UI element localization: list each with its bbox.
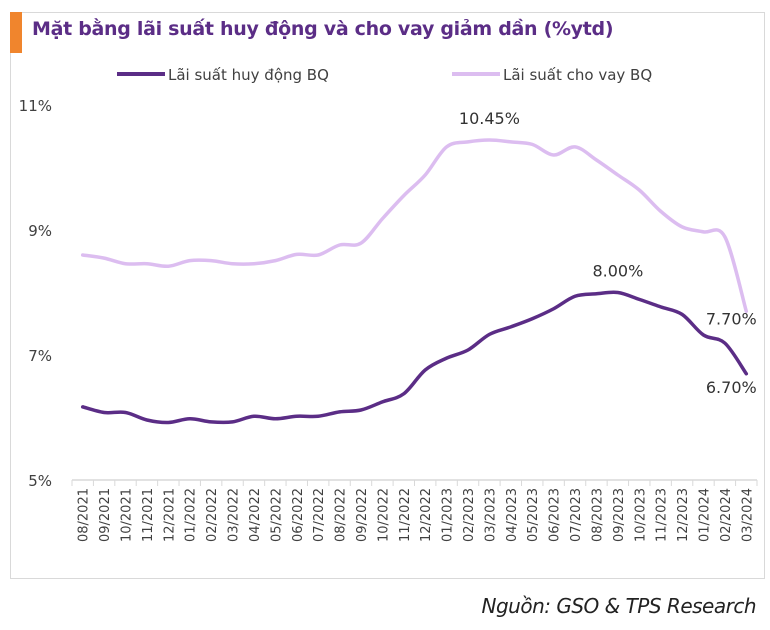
chart-title: Mặt bằng lãi suất huy động và cho vay gi… [32,18,614,40]
x-tick-label: 02/2023 [462,488,477,542]
x-tick-label: 09/2023 [612,488,627,542]
x-tick-label: 05/2022 [269,488,284,542]
x-tick-label: 01/2022 [184,488,199,542]
x-tick-label: 10/2021 [120,488,135,542]
x-tick-label: 05/2023 [526,488,541,542]
x-tick-label: 07/2023 [569,488,584,542]
y-tick-label: 5% [28,472,52,490]
x-tick-label: 03/2022 [227,488,242,542]
x-tick-label: 08/2022 [334,488,349,542]
legend-label-lending: Lãi suất cho vay BQ [503,66,652,84]
x-tick-label: 02/2022 [205,488,220,542]
x-tick-label: 03/2024 [740,488,755,542]
x-tick-label: 06/2023 [548,488,563,542]
data-label: 10.45% [459,109,520,128]
x-tick-label: 04/2023 [505,488,520,542]
y-tick-label: 9% [28,222,52,240]
y-tick-label: 7% [28,347,52,365]
x-tick-label: 02/2024 [719,488,734,542]
x-tick-label: 10/2022 [376,488,391,542]
x-tick-label: 06/2022 [291,488,306,542]
x-tick-label: 12/2021 [162,488,177,542]
data-label: 8.00% [592,262,643,281]
x-tick-label: 10/2023 [633,488,648,542]
x-tick-label: 09/2021 [98,488,113,542]
x-tick-label: 09/2022 [355,488,370,542]
x-tick-label: 11/2021 [141,488,156,542]
x-tick-label: 08/2023 [590,488,605,542]
accent-bar [10,12,22,53]
x-tick-label: 11/2022 [398,488,413,542]
x-tick-label: 07/2022 [312,488,327,542]
x-tick-label: 03/2023 [483,488,498,542]
chart-frame [10,12,765,579]
source-note: Nguồn: GSO & TPS Research [481,594,757,618]
series-line-lending [80,138,749,313]
y-tick-label: 11% [19,97,52,115]
x-tick-label: 08/2021 [77,488,92,542]
x-tick-label: 01/2024 [697,488,712,542]
x-tick-label: 12/2022 [419,488,434,542]
data-label: 6.70% [706,378,757,397]
series-line-deposit [80,290,749,425]
data-label: 7.70% [706,309,757,328]
legend-label-deposit: Lãi suất huy động BQ [168,66,329,84]
x-tick-label: 01/2023 [441,488,456,542]
x-tick-label: 11/2023 [655,488,670,542]
x-tick-label: 04/2022 [248,488,263,542]
x-tick-label: 12/2023 [676,488,691,542]
